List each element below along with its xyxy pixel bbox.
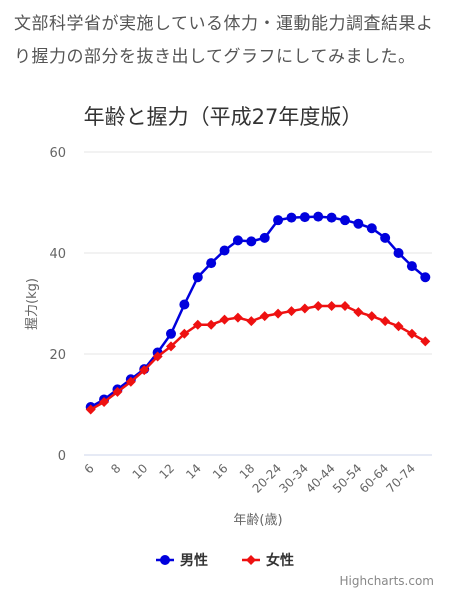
x-tick-label: 10 [130, 461, 151, 482]
series-male [85, 211, 431, 413]
data-point[interactable] [259, 232, 270, 243]
data-point[interactable] [340, 301, 350, 312]
data-point[interactable] [353, 218, 364, 229]
data-point[interactable] [326, 301, 337, 312]
x-tick-label: 30-34 [276, 461, 311, 496]
x-axis-label: 年齢(歳) [233, 513, 282, 528]
data-point[interactable] [99, 396, 110, 407]
data-point[interactable] [125, 376, 136, 387]
data-point[interactable] [246, 316, 257, 327]
y-axis-ticks: 0 20 40 60 [49, 146, 66, 464]
data-point[interactable] [313, 301, 324, 312]
x-tick-label: 50-54 [330, 461, 365, 496]
data-point[interactable] [313, 211, 324, 222]
data-point[interactable] [393, 321, 404, 332]
data-point[interactable] [246, 236, 257, 247]
x-tick-label: 40-44 [303, 461, 338, 496]
x-tick-label: 14 [183, 461, 204, 482]
data-point[interactable] [380, 316, 391, 327]
legend-symbol [246, 555, 256, 565]
data-point[interactable] [286, 212, 297, 223]
data-point[interactable] [259, 311, 270, 322]
data-point[interactable] [179, 328, 190, 339]
data-point[interactable] [85, 404, 96, 415]
chart-title: 年齢と握力（平成27年度版） [84, 105, 363, 129]
legend-item-male[interactable]: 男性 [156, 552, 208, 569]
highcharts-credit[interactable]: Highcharts.com [339, 574, 434, 588]
data-point[interactable] [192, 272, 203, 283]
data-point[interactable] [152, 351, 163, 362]
x-tick-label: 18 [237, 461, 258, 482]
data-point[interactable] [166, 341, 176, 352]
data-point[interactable] [340, 215, 350, 226]
data-point[interactable] [366, 311, 377, 322]
data-point[interactable] [166, 328, 176, 339]
x-tick-label: 20-24 [250, 461, 285, 496]
legend-item-female[interactable]: 女性 [242, 552, 294, 569]
legend-label: 男性 [180, 552, 208, 569]
y-tick-label: 20 [49, 348, 66, 363]
data-point[interactable] [232, 312, 243, 323]
y-tick-label: 60 [49, 146, 66, 161]
data-point[interactable] [299, 212, 310, 223]
series-line [90, 304, 426, 411]
data-point[interactable] [366, 223, 377, 234]
intro-text: 文部科学省が実施している体力・運動能力調査結果より握力の部分を抜き出してグラフに… [14, 14, 434, 67]
data-point[interactable] [179, 299, 190, 310]
x-axis-ticks: 6 8 10 12 14 16 1820-2430-3440-4450-5460-6470-… [82, 461, 419, 496]
data-point[interactable] [232, 235, 243, 246]
y-tick-label: 0 [58, 449, 66, 464]
data-point[interactable] [219, 314, 230, 325]
series-female [85, 301, 431, 415]
data-point[interactable] [299, 303, 310, 314]
x-tick-label: 8 [108, 461, 123, 476]
y-tick-label: 40 [49, 247, 66, 262]
data-point[interactable] [420, 272, 431, 283]
legend-label: 女性 [266, 552, 294, 569]
data-point[interactable] [393, 248, 404, 258]
data-point[interactable] [139, 365, 150, 376]
legend[interactable]: 男性 女性 [156, 552, 294, 569]
data-point[interactable] [192, 319, 203, 330]
grid-layer [84, 151, 432, 456]
data-point[interactable] [326, 212, 337, 223]
x-tick-label: 60-64 [357, 461, 392, 496]
data-point[interactable] [286, 306, 297, 317]
y-axis-label: 握力(kg) [25, 278, 40, 330]
data-point[interactable] [112, 386, 123, 397]
data-point[interactable] [219, 245, 230, 256]
series-layer [85, 211, 431, 415]
x-tick-label: 70-74 [383, 461, 418, 496]
x-tick-label: 12 [156, 461, 177, 482]
data-point[interactable] [273, 215, 284, 226]
x-tick-label: 16 [210, 461, 231, 482]
data-point[interactable] [273, 308, 284, 319]
data-point[interactable] [420, 336, 431, 347]
series-line [90, 215, 427, 409]
data-point[interactable] [353, 307, 364, 318]
legend-symbol [160, 555, 170, 565]
data-point[interactable] [206, 319, 217, 330]
data-point[interactable] [406, 328, 417, 339]
data-point[interactable] [206, 258, 217, 269]
data-point[interactable] [380, 232, 391, 243]
data-point[interactable] [406, 261, 417, 272]
x-tick-label: 6 [82, 461, 97, 476]
